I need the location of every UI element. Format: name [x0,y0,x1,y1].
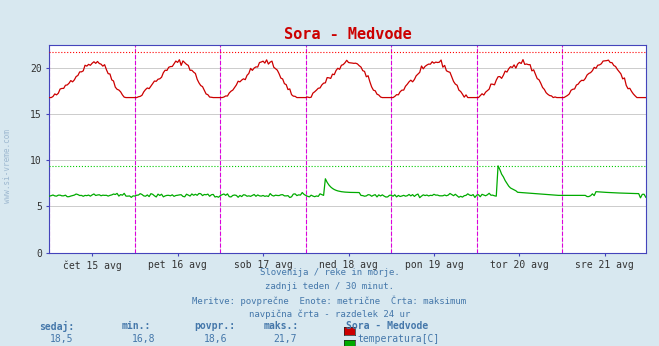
Text: maks.:: maks.: [264,321,299,331]
Text: povpr.:: povpr.: [194,321,235,331]
Text: Sora - Medvode: Sora - Medvode [346,321,428,331]
Text: sedaj:: sedaj: [40,321,74,332]
Text: Meritve: povprečne  Enote: metrične  Črta: maksimum: Meritve: povprečne Enote: metrične Črta:… [192,296,467,306]
Text: temperatura[C]: temperatura[C] [357,334,440,344]
Text: 21,7: 21,7 [273,334,297,344]
Text: zadnji teden / 30 minut.: zadnji teden / 30 minut. [265,282,394,291]
Text: min.:: min.: [122,321,152,331]
Title: Sora - Medvode: Sora - Medvode [284,27,411,43]
Text: 18,5: 18,5 [49,334,73,344]
Text: www.si-vreme.com: www.si-vreme.com [3,129,13,203]
Text: navpična črta - razdelek 24 ur: navpična črta - razdelek 24 ur [249,310,410,319]
Text: 18,6: 18,6 [204,334,228,344]
Text: 16,8: 16,8 [132,334,156,344]
Text: Slovenija / reke in morje.: Slovenija / reke in morje. [260,268,399,277]
